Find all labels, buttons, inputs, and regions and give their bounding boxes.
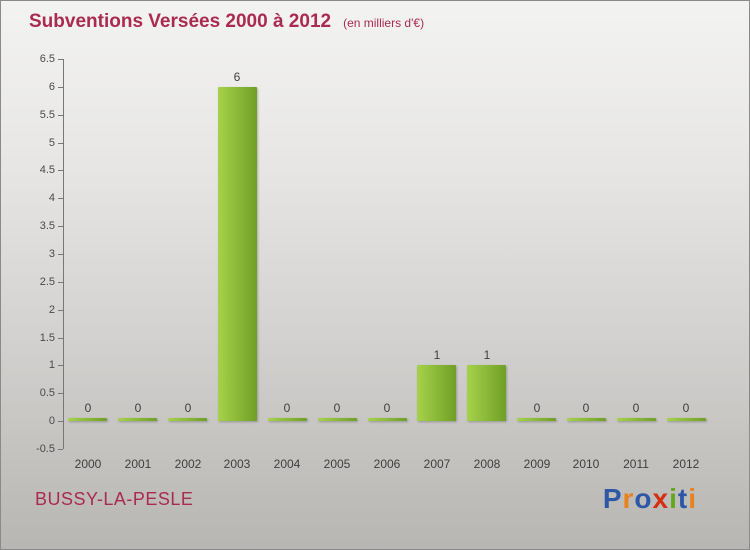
y-tick-label: 3	[48, 248, 55, 260]
bar-2001	[118, 418, 157, 421]
bar-2006	[368, 418, 407, 421]
bar-value-label: 0	[632, 401, 640, 415]
y-tick-mark	[58, 114, 63, 116]
x-tick-label: 2010	[572, 457, 600, 471]
x-tick-label: 2003	[223, 457, 251, 471]
bar-value-label: 0	[184, 401, 192, 415]
y-tick-label: 3.5	[39, 220, 55, 233]
x-tick-label: 2011	[623, 457, 649, 471]
logo-letter: r	[622, 483, 635, 514]
x-tick-label: 2002	[174, 457, 202, 471]
commune-name: BUSSY-LA-PESLE	[35, 489, 194, 509]
x-tick-label: 2001	[124, 457, 152, 471]
bar-2002	[168, 418, 207, 421]
y-tick-label: 1.5	[39, 331, 55, 344]
bar-2008	[467, 365, 506, 421]
y-tick-mark	[58, 421, 63, 423]
bar-2009	[517, 418, 556, 421]
x-tick-label: 2012	[672, 457, 700, 471]
bar-value-label: 1	[433, 348, 441, 362]
bar-2004	[268, 418, 307, 421]
x-tick-label: 2009	[523, 457, 551, 471]
bar-value-label: 0	[533, 401, 541, 415]
bar-value-label: 0	[283, 401, 291, 415]
chart-title: Subventions Versées 2000 à 2012	[29, 11, 332, 32]
bar-value-label: 1	[483, 348, 491, 362]
y-tick-label: 5.5	[39, 108, 55, 121]
chart-header: Subventions Versées 2000 à 2012 (en mill…	[29, 11, 424, 33]
y-tick-mark	[58, 254, 63, 255]
y-tick-label: 0.5	[39, 387, 55, 400]
bar-value-label: 0	[582, 401, 590, 415]
x-tick-label: 2006	[373, 457, 401, 471]
x-tick-label: 2000	[74, 457, 102, 471]
chart-unit-note: (en milliers d'€)	[343, 16, 425, 30]
bar-value-label: 0	[84, 401, 92, 415]
bar-value-label: 0	[134, 401, 142, 415]
y-tick-label: 2.5	[39, 275, 55, 288]
y-axis-line	[63, 59, 64, 449]
y-tick-label: 5	[48, 136, 55, 149]
y-tick-mark	[58, 393, 63, 395]
y-tick-mark	[58, 142, 63, 144]
plot-area: -0.5 0 0.5 1 1.5 2 2.5 3 3.5 4 4.5 5 5.5 6 6.5 0 2000 0 20…	[36, 53, 711, 471]
y-tick-label: 4	[48, 192, 55, 205]
y-tick-label: 6	[48, 80, 55, 93]
logo-letter: t	[677, 483, 689, 514]
bar-2005	[318, 418, 357, 421]
logo-letter: i	[669, 483, 678, 514]
x-tick-label: 2007	[423, 457, 451, 471]
y-tick-label: 6.5	[39, 53, 55, 65]
bar-value-label: 0	[333, 401, 341, 415]
bar-2010	[567, 418, 606, 421]
y-tick-mark	[58, 337, 63, 339]
y-tick-mark	[58, 309, 63, 311]
bar-value-label: 0	[682, 401, 690, 415]
bar-2012	[667, 418, 706, 421]
bar-2003	[218, 87, 257, 421]
logo-letter: P	[602, 483, 623, 514]
x-tick-label: 2005	[323, 457, 351, 471]
logo-letter: o	[634, 483, 653, 514]
x-tick-label: 2004	[273, 457, 301, 471]
y-tick-mark	[58, 198, 63, 200]
logo-letter: i	[688, 483, 697, 514]
bar-2011	[617, 418, 656, 421]
y-tick-label: -0.5	[36, 443, 55, 455]
x-tick-label: 2008	[473, 457, 501, 471]
bar-2000	[68, 418, 107, 421]
y-tick-label: 2	[48, 303, 55, 316]
y-tick-mark	[58, 365, 63, 367]
y-tick-mark	[58, 226, 63, 228]
y-tick-label: 1	[48, 359, 55, 372]
y-tick-mark	[58, 281, 63, 283]
y-tick-mark	[58, 59, 63, 60]
logo-letter: x	[652, 483, 670, 514]
y-tick-mark	[58, 170, 63, 172]
bar-2007	[417, 365, 456, 421]
proxiti-logo: Proxiti	[603, 483, 697, 515]
y-tick-label: 4.5	[39, 164, 55, 177]
y-tick-mark	[58, 86, 63, 88]
bar-value-label: 0	[383, 401, 391, 415]
y-tick-mark	[58, 449, 63, 450]
bar-value-label: 6	[233, 70, 241, 84]
y-tick-label: 0	[48, 415, 55, 428]
